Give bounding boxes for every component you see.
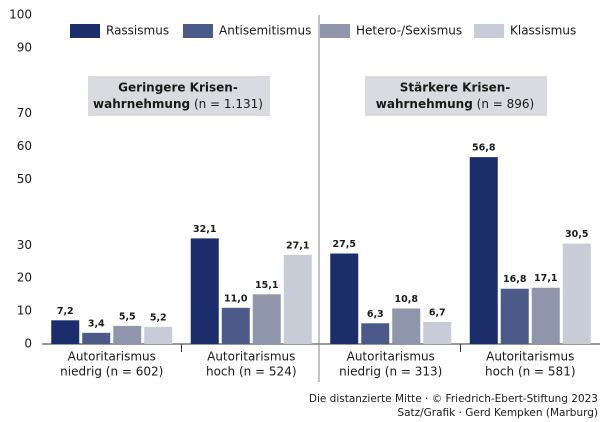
- x-tick-label: Autoritarismus: [207, 350, 295, 364]
- value-label: 27,5: [333, 239, 356, 250]
- y-tick-label: 60: [17, 139, 32, 153]
- bar: [330, 253, 359, 344]
- legend-swatch: [474, 24, 504, 38]
- bar: [113, 325, 142, 344]
- value-label: 56,8: [472, 143, 496, 154]
- value-label: 5,5: [119, 311, 136, 322]
- value-label: 5,2: [150, 312, 167, 323]
- legend-label: Klassismus: [510, 24, 576, 38]
- value-label: 6,3: [367, 309, 384, 320]
- value-label: 15,1: [255, 280, 278, 291]
- source: Satz/Grafik · Gerd Kempken (Marburg): [397, 407, 598, 419]
- y-tick-label: 70: [17, 106, 32, 120]
- bar: [531, 287, 560, 344]
- legend-swatch: [70, 24, 100, 38]
- x-tick-label: hoch (n = 581): [485, 365, 576, 379]
- value-label: 6,7: [429, 307, 446, 318]
- y-tick-label: 30: [17, 238, 32, 252]
- annotation-line: wahrnehmung (n = 1.131): [93, 97, 263, 111]
- y-tick-label: 50: [17, 172, 32, 186]
- x-tick-label: Autoritarismus: [347, 350, 435, 364]
- bar: [82, 332, 111, 344]
- annotation-bold: wahrnehmung: [93, 97, 190, 111]
- x-tick-label: niedrig (n = 602): [60, 365, 163, 379]
- y-tick-label: 0: [24, 337, 32, 351]
- source: Die distanzierte Mitte · © Friedrich-Ebe…: [309, 393, 598, 405]
- legend-swatch: [320, 24, 350, 38]
- x-tick-label: hoch (n = 524): [206, 365, 297, 379]
- bar: [190, 238, 219, 344]
- annotation-box: [88, 76, 270, 116]
- annotation-box: [365, 76, 547, 116]
- legend-label: Rassismus: [106, 24, 169, 38]
- bar: [221, 307, 250, 344]
- x-tick-label: Autoritarismus: [486, 350, 574, 364]
- x-tick-label: Autoritarismus: [68, 350, 156, 364]
- annotation-line: wahrnehmung (n = 896): [376, 97, 534, 111]
- value-label: 17,1: [534, 273, 557, 284]
- annotation-note: (n = 896): [477, 97, 535, 111]
- bar: [423, 321, 452, 344]
- y-tick-label: 10: [17, 304, 32, 318]
- value-label: 32,1: [193, 224, 216, 235]
- value-label: 11,0: [224, 293, 248, 304]
- bar: [252, 294, 281, 344]
- annotation-line: Stärkere Krisen-: [400, 81, 511, 95]
- bar: [392, 308, 421, 344]
- value-label: 30,5: [565, 229, 588, 240]
- legend-label: Antisemitismus: [219, 24, 311, 38]
- value-label: 27,1: [286, 240, 309, 251]
- legend-swatch: [183, 24, 213, 38]
- value-label: 7,2: [57, 306, 74, 317]
- bar: [144, 326, 173, 344]
- bar: [500, 288, 529, 344]
- y-tick-label: 90: [17, 40, 32, 54]
- bar: [361, 323, 390, 344]
- annotation-note: (n = 1.131): [194, 97, 263, 111]
- bar: [283, 254, 312, 344]
- x-tick-label: niedrig (n = 313): [339, 365, 442, 379]
- value-label: 3,4: [88, 318, 105, 329]
- y-tick-label: 20: [17, 271, 32, 285]
- value-label: 16,8: [503, 274, 527, 285]
- value-label: 10,8: [395, 294, 419, 305]
- y-tick-label: 100: [9, 8, 32, 22]
- bar: [51, 320, 80, 344]
- bar: [562, 243, 591, 344]
- bar: [469, 157, 498, 344]
- annotation-line: Geringere Krisen-: [118, 81, 238, 95]
- annotation-bold: wahrnehmung: [376, 97, 473, 111]
- legend-label: Hetero-/Sexismus: [356, 24, 462, 38]
